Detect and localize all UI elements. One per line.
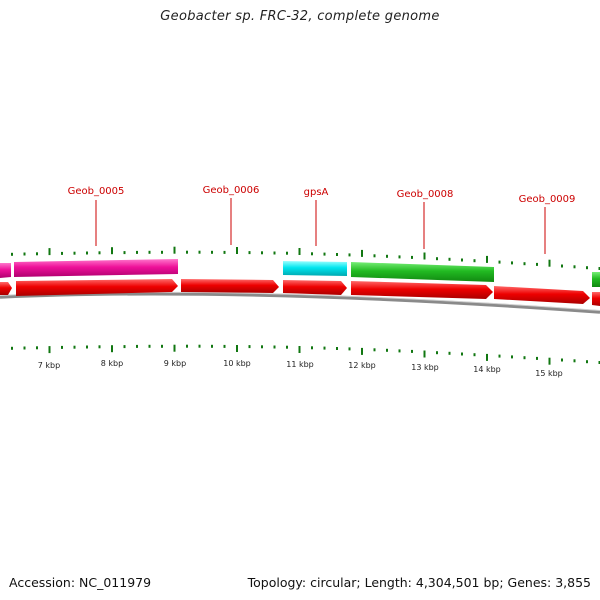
gene-bar-left-edge — [0, 263, 11, 278]
gene-label-geob-0009: Geob_0009 — [519, 194, 576, 205]
cds-arrow-0004 — [0, 282, 12, 295]
accession-label: Accession: NC_011979 — [9, 575, 152, 590]
gene-label-geob-0008: Geob_0008 — [397, 189, 454, 200]
gene-label-geob-0006: Geob_0006 — [203, 185, 260, 196]
genome-backbone — [0, 291, 600, 314]
lower-tick-track — [11, 344, 600, 365]
scale-label-13kbp: 13 kbp — [411, 363, 439, 372]
scale-label-9kbp: 9 kbp — [164, 359, 186, 368]
scale-label-14kbp: 14 kbp — [473, 365, 501, 374]
gene-bar-geob-0005 — [14, 259, 178, 277]
map-title: Geobacter sp. FRC-32, complete genome — [160, 9, 440, 24]
upper-tick-track — [11, 246, 600, 270]
cds-arrow-gpsa — [283, 280, 347, 295]
gene-bar-gpsa — [283, 261, 347, 276]
gene-label-gpsa: gpsA — [304, 187, 329, 198]
cds-track — [0, 279, 600, 306]
scale-label-12kbp: 12 kbp — [348, 361, 376, 370]
gene-bar-geob-0008 — [351, 262, 494, 282]
genome-stats-label: Topology: circular; Length: 4,304,501 bp… — [247, 575, 591, 590]
scale-label-10kbp: 10 kbp — [223, 359, 251, 368]
gene-bar-right-edge — [592, 272, 600, 287]
cds-arrow-0008 — [351, 281, 493, 299]
cds-arrow-0009 — [494, 286, 590, 304]
cds-arrow-0010 — [592, 292, 600, 306]
scale-label-8kbp: 8 kbp — [101, 359, 123, 368]
scale-label-15kbp: 15 kbp — [535, 369, 563, 378]
scale-label-11kbp: 11 kbp — [286, 360, 314, 369]
cds-arrow-0006 — [181, 279, 279, 293]
gene-label-geob-0005: Geob_0005 — [68, 186, 125, 197]
scale-label-7kbp: 7 kbp — [38, 361, 60, 370]
cds-arrow-0005 — [16, 279, 178, 296]
